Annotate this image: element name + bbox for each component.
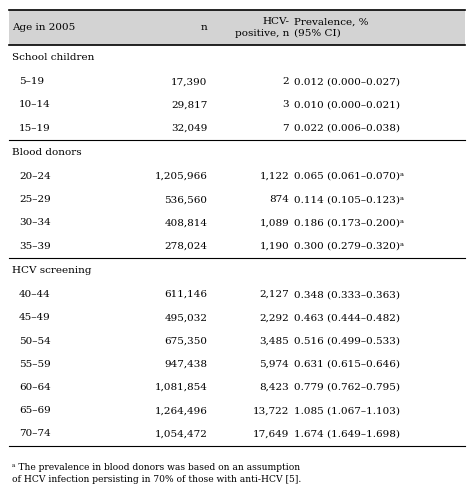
Text: 30–34: 30–34	[19, 218, 51, 227]
Text: School children: School children	[12, 53, 94, 62]
Text: 1,089: 1,089	[259, 218, 289, 227]
Text: 0.022 (0.006–0.038): 0.022 (0.006–0.038)	[294, 123, 400, 133]
Text: 0.779 (0.762–0.795): 0.779 (0.762–0.795)	[294, 383, 400, 392]
Text: 40–44: 40–44	[19, 290, 51, 299]
Text: 8,423: 8,423	[259, 383, 289, 392]
Text: HCV-
positive, n: HCV- positive, n	[235, 18, 289, 38]
Text: 35–39: 35–39	[19, 242, 51, 250]
Text: 29,817: 29,817	[171, 100, 207, 109]
Text: 0.300 (0.279–0.320)ᵃ: 0.300 (0.279–0.320)ᵃ	[294, 242, 404, 250]
Text: 5,974: 5,974	[259, 360, 289, 369]
Text: 3: 3	[283, 100, 289, 109]
Text: 70–74: 70–74	[19, 429, 51, 438]
Text: 1,205,966: 1,205,966	[155, 172, 207, 181]
Text: 611,146: 611,146	[164, 290, 207, 299]
Text: Blood donors: Blood donors	[12, 148, 82, 157]
Text: 1.674 (1.649–1.698): 1.674 (1.649–1.698)	[294, 429, 400, 438]
Text: 3,485: 3,485	[259, 337, 289, 346]
Text: 0.348 (0.333–0.363): 0.348 (0.333–0.363)	[294, 290, 400, 299]
Text: 1,264,496: 1,264,496	[155, 406, 207, 415]
Text: 408,814: 408,814	[164, 218, 207, 227]
Text: 495,032: 495,032	[164, 313, 207, 322]
Bar	[9, 10, 465, 45]
Text: 947,438: 947,438	[164, 360, 207, 369]
Text: 536,560: 536,560	[164, 195, 207, 204]
Text: 0.186 (0.173–0.200)ᵃ: 0.186 (0.173–0.200)ᵃ	[294, 218, 404, 227]
Text: 0.516 (0.499–0.533): 0.516 (0.499–0.533)	[294, 337, 400, 346]
Text: 1,190: 1,190	[259, 242, 289, 250]
Text: 25–29: 25–29	[19, 195, 51, 204]
Text: 0.114 (0.105–0.123)ᵃ: 0.114 (0.105–0.123)ᵃ	[294, 195, 404, 204]
Text: HCV screening: HCV screening	[12, 266, 91, 275]
Text: 2,292: 2,292	[259, 313, 289, 322]
Text: 13,722: 13,722	[253, 406, 289, 415]
Text: 45–49: 45–49	[19, 313, 51, 322]
Text: 278,024: 278,024	[164, 242, 207, 250]
Text: 675,350: 675,350	[164, 337, 207, 346]
Text: 7: 7	[283, 123, 289, 133]
Text: 1,081,854: 1,081,854	[155, 383, 207, 392]
Text: 0.010 (0.000–0.021): 0.010 (0.000–0.021)	[294, 100, 400, 109]
Text: 20–24: 20–24	[19, 172, 51, 181]
Text: 2,127: 2,127	[259, 290, 289, 299]
Text: 1,054,472: 1,054,472	[155, 429, 207, 438]
Text: Age in 2005: Age in 2005	[12, 23, 75, 32]
Text: 17,390: 17,390	[171, 77, 207, 86]
Text: Prevalence, %
(95% CI): Prevalence, % (95% CI)	[294, 18, 368, 38]
Text: n: n	[201, 23, 207, 32]
Text: 0.012 (0.000–0.027): 0.012 (0.000–0.027)	[294, 77, 400, 86]
Text: 32,049: 32,049	[171, 123, 207, 133]
Text: ᵃ The prevalence in blood donors was based on an assumption
of HCV infection per: ᵃ The prevalence in blood donors was bas…	[12, 464, 301, 484]
Text: 2: 2	[283, 77, 289, 86]
Text: 60–64: 60–64	[19, 383, 51, 392]
Text: 0.065 (0.061–0.070)ᵃ: 0.065 (0.061–0.070)ᵃ	[294, 172, 404, 181]
Text: 1,122: 1,122	[259, 172, 289, 181]
Text: 0.463 (0.444–0.482): 0.463 (0.444–0.482)	[294, 313, 400, 322]
Text: 65–69: 65–69	[19, 406, 51, 415]
Text: 15–19: 15–19	[19, 123, 51, 133]
Text: 50–54: 50–54	[19, 337, 51, 346]
Text: 1.085 (1.067–1.103): 1.085 (1.067–1.103)	[294, 406, 400, 415]
Text: 5–19: 5–19	[19, 77, 44, 86]
Text: 0.631 (0.615–0.646): 0.631 (0.615–0.646)	[294, 360, 400, 369]
Text: 17,649: 17,649	[253, 429, 289, 438]
Text: 55–59: 55–59	[19, 360, 51, 369]
Text: 874: 874	[269, 195, 289, 204]
Text: 10–14: 10–14	[19, 100, 51, 109]
